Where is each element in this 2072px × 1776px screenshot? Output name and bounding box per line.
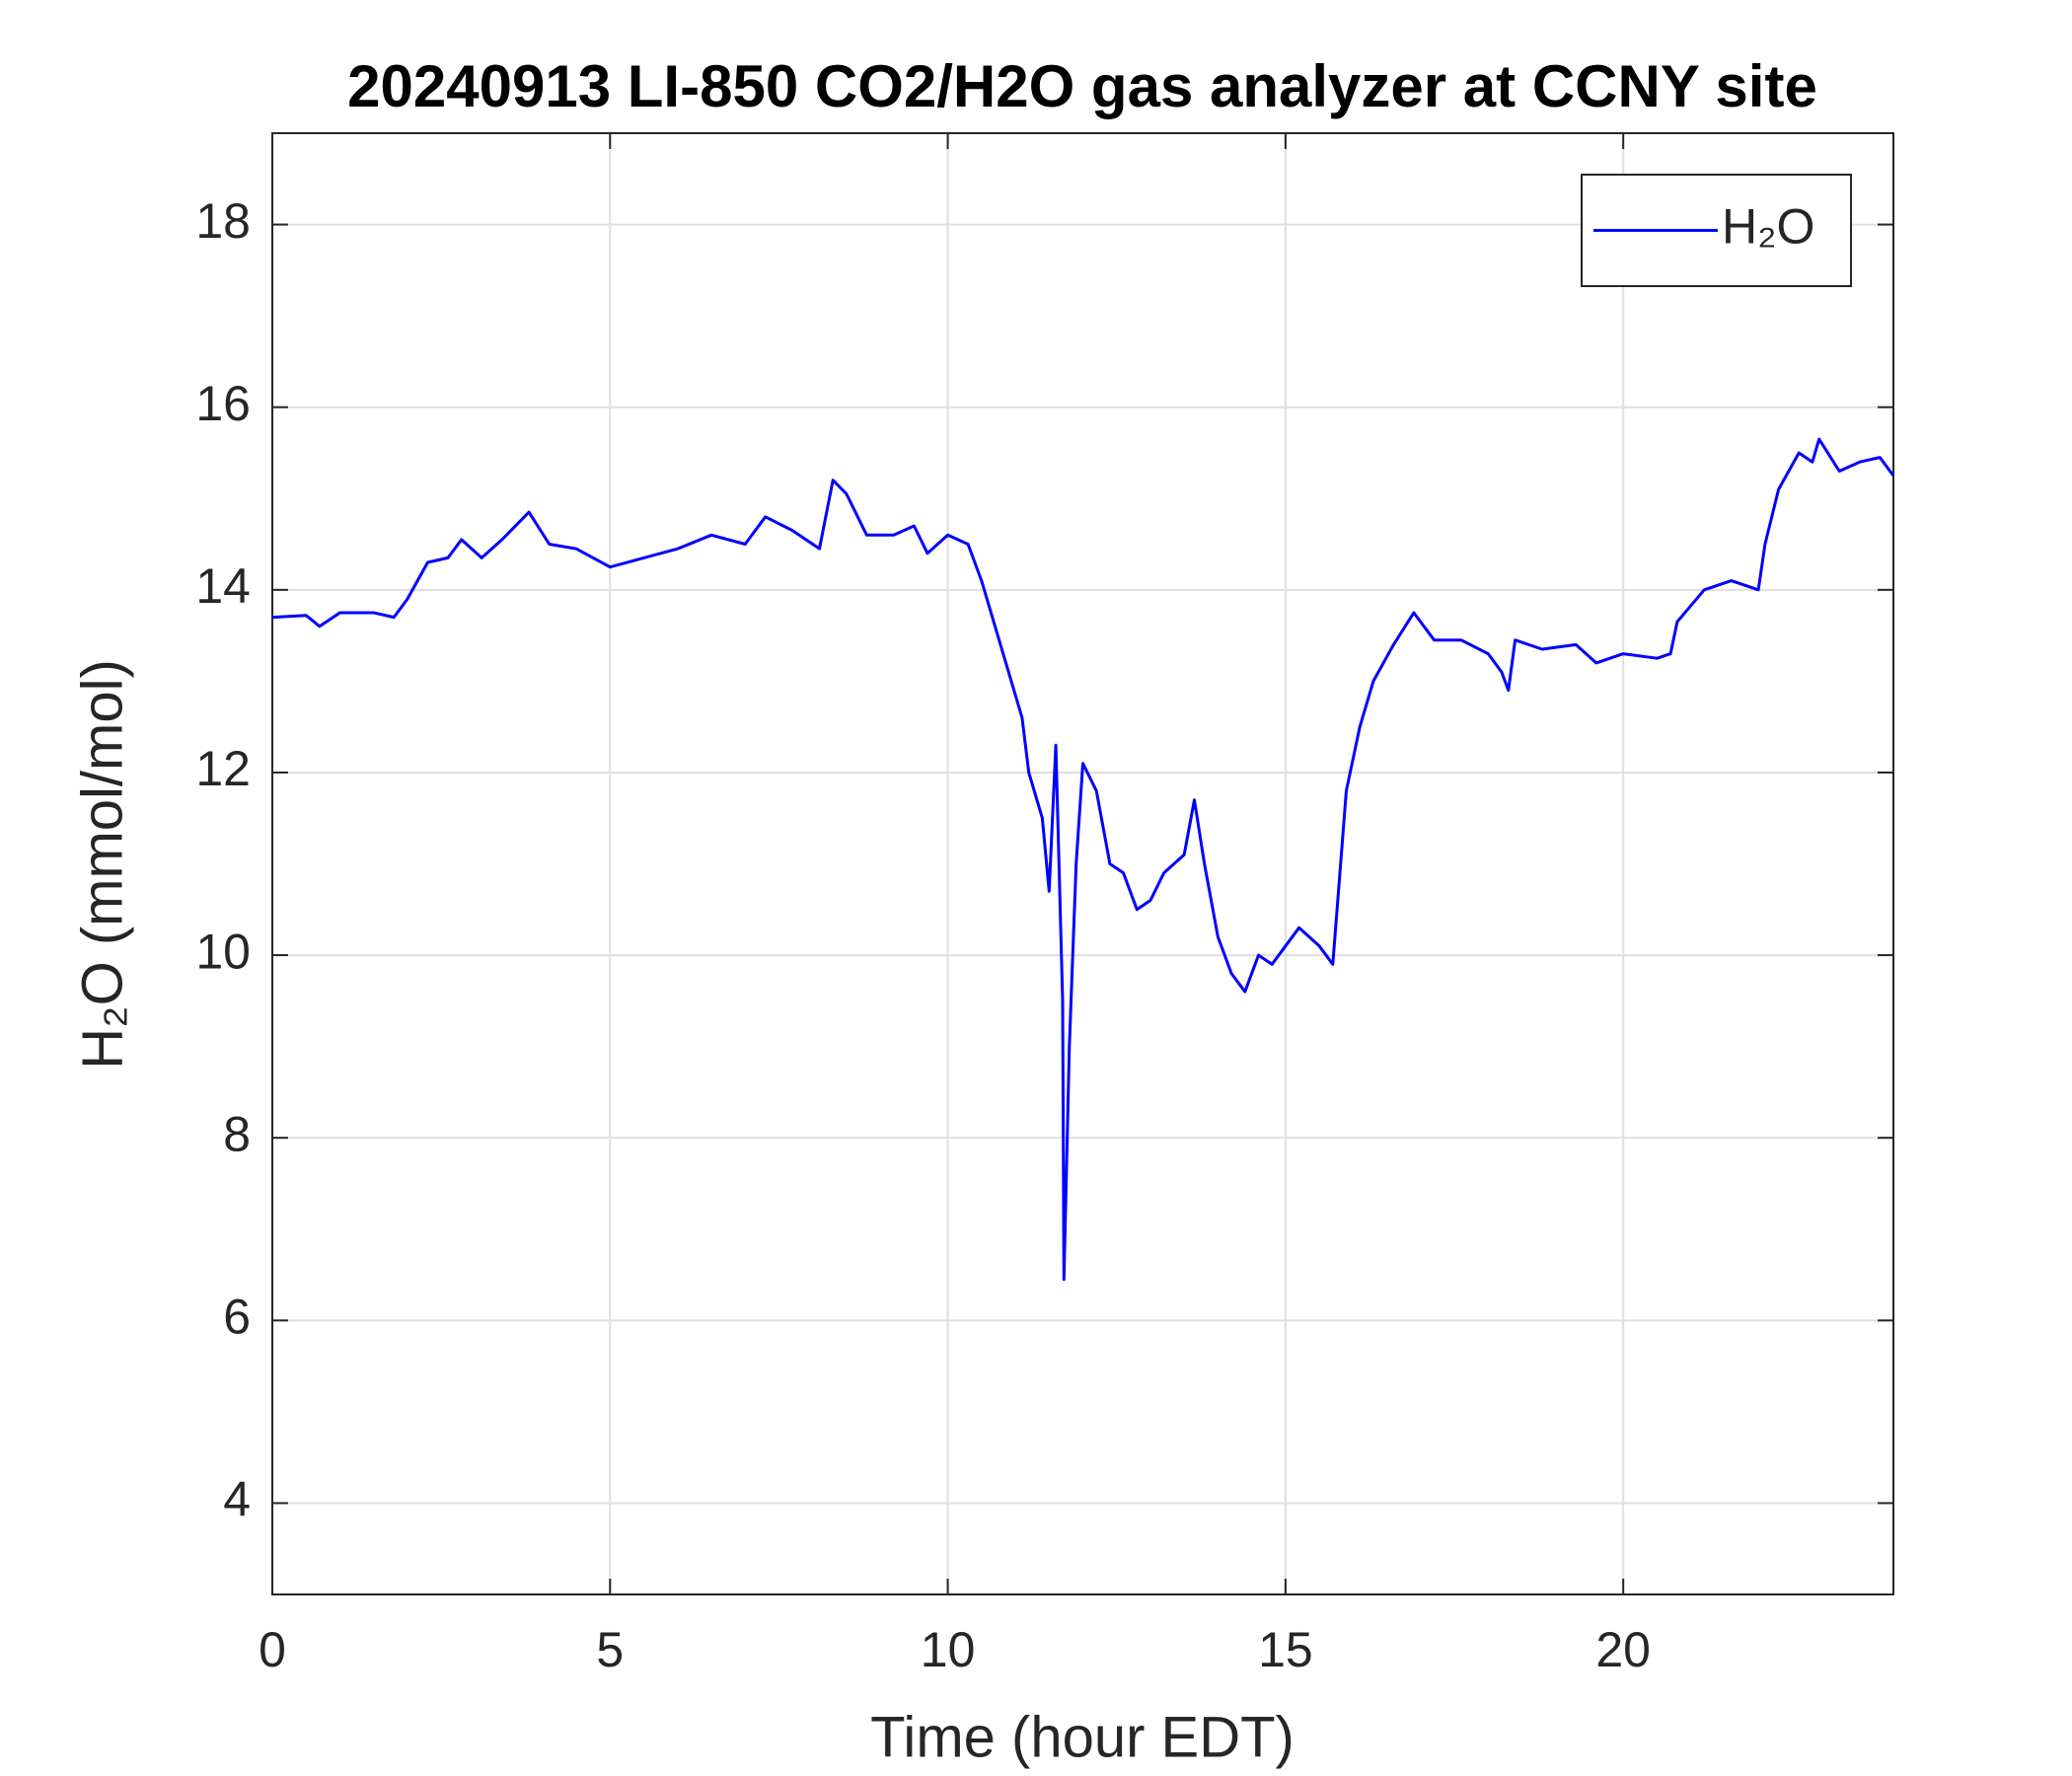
x-tick-label: 0 <box>259 1622 286 1677</box>
y-tick-label: 6 <box>223 1290 251 1345</box>
legend-label: H₂O <box>1722 199 1814 255</box>
x-tick-label: 5 <box>596 1622 624 1677</box>
x-tick-label: 15 <box>1258 1622 1313 1677</box>
y-tick-label: 8 <box>223 1106 251 1161</box>
y-tick-label: 12 <box>195 741 251 796</box>
y-tick-label: 4 <box>223 1472 251 1527</box>
x-axis-label: Time (hour EDT) <box>870 1705 1295 1769</box>
y-tick-label: 18 <box>195 193 251 249</box>
x-tick-label: 20 <box>1595 1622 1651 1677</box>
y-tick-label: 16 <box>195 376 251 431</box>
plot-frame <box>271 132 1894 1595</box>
y-axis-label: H₂O (mmol/mol) <box>70 659 134 1070</box>
y-tick-label: 10 <box>195 924 251 979</box>
x-tick-label: 10 <box>921 1622 976 1677</box>
chart-title: 20240913 LI-850 CO2/H2O gas analyzer at … <box>347 53 1817 119</box>
y-tick-label: 14 <box>195 558 251 614</box>
data-line <box>271 437 1895 1282</box>
